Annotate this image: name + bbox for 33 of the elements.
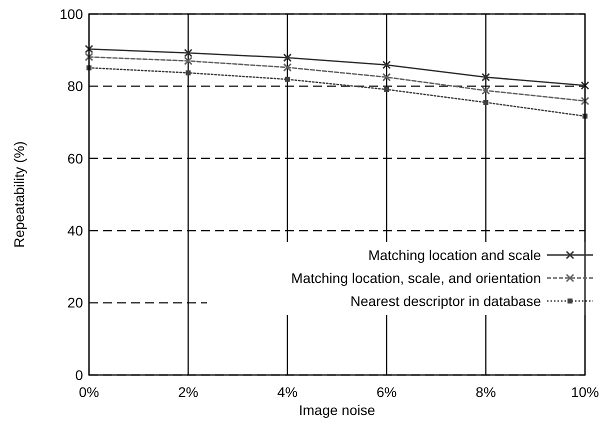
- y-axis-title: Repeatability (%): [11, 141, 27, 248]
- y-tick-label: 40: [67, 222, 84, 238]
- y-tick-label: 60: [67, 150, 84, 166]
- y-tick-label: 20: [67, 294, 84, 311]
- point: [283, 53, 292, 62]
- x-tick-label: 10%: [570, 384, 600, 400]
- point: [482, 86, 490, 95]
- x-tick-label: 6%: [376, 384, 397, 400]
- point: [184, 48, 192, 58]
- point: [283, 63, 292, 72]
- point: [184, 56, 192, 66]
- point: [84, 52, 94, 62]
- point: [382, 60, 391, 70]
- point: [482, 72, 490, 82]
- point: [483, 100, 488, 105]
- point: [580, 96, 590, 106]
- point: [384, 86, 390, 92]
- legend-label: Matching location, scale, and orientation: [291, 270, 541, 286]
- x-axis-title: Image noise: [298, 402, 376, 418]
- legend-label: Matching location and scale: [368, 246, 542, 263]
- point: [84, 44, 94, 54]
- point: [186, 70, 191, 76]
- x-tick-label: 0%: [78, 384, 100, 400]
- y-tick-label: 80: [67, 78, 84, 94]
- point: [382, 72, 391, 82]
- point: [580, 81, 590, 90]
- legend-label: Nearest descriptor in database: [350, 292, 542, 309]
- x-tick-label: 8%: [476, 384, 496, 400]
- y-tick-label: 100: [60, 6, 84, 22]
- x-tick-label: 4%: [277, 384, 298, 400]
- y-tick-label: 0: [75, 366, 84, 383]
- point: [284, 76, 290, 82]
- x-tick-label: 2%: [178, 384, 198, 400]
